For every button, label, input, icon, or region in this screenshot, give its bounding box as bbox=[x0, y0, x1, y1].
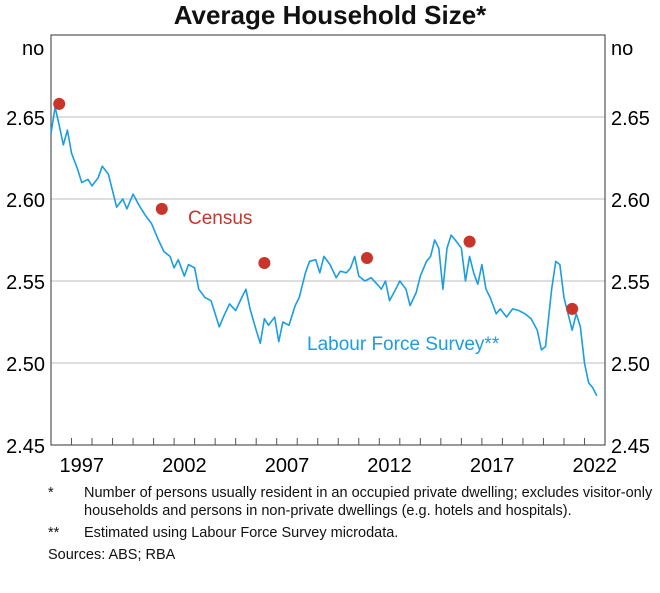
y-tick-label-right: 2.50 bbox=[611, 354, 650, 376]
lfs-label: Labour Force Survey** bbox=[307, 334, 500, 355]
footnote-1: * Number of persons usually resident in … bbox=[48, 484, 660, 520]
x-tick-label: 2007 bbox=[265, 455, 310, 477]
footnotes: * Number of persons usually resident in … bbox=[48, 484, 660, 564]
plot-frame bbox=[50, 34, 606, 446]
chart-title: Average Household Size* bbox=[173, 0, 487, 30]
y-tick-label-left: 2.60 bbox=[6, 190, 45, 212]
x-tick-label: 2002 bbox=[162, 455, 207, 477]
footnote-text: Estimated using Labour Force Survey micr… bbox=[84, 525, 399, 541]
y-unit-right: no bbox=[611, 38, 633, 60]
x-tick-label: 2012 bbox=[367, 455, 412, 477]
footnote-mark: ** bbox=[48, 525, 60, 541]
footnote-2: ** Estimated using Labour Force Survey m… bbox=[48, 524, 660, 542]
y-tick-label-right: 2.65 bbox=[611, 108, 650, 130]
y-unit-left: no bbox=[22, 38, 44, 60]
y-tick-label-left: 2.50 bbox=[6, 354, 45, 376]
census-point bbox=[360, 252, 373, 265]
y-tick-label-left: 2.45 bbox=[6, 436, 45, 458]
x-tick-label: 2017 bbox=[470, 455, 515, 477]
x-tick-label: 2022 bbox=[572, 455, 617, 477]
footnote-mark: * bbox=[48, 485, 54, 501]
y-tick-label-right: 2.45 bbox=[611, 436, 650, 458]
census-point bbox=[566, 302, 579, 315]
footnote-text: Number of persons usually resident in an… bbox=[84, 485, 653, 519]
census-point bbox=[258, 256, 271, 269]
household-size-chart: 2.45 2.45 2.50 2.50 2.55 2.55 2.60 2.60 2.65 2.65… bbox=[6, 34, 650, 477]
census-point bbox=[155, 202, 168, 215]
census-label: Census bbox=[188, 208, 252, 229]
y-tick-label-right: 2.55 bbox=[611, 272, 650, 294]
y-tick-label-left: 2.55 bbox=[6, 272, 45, 294]
lfs-line bbox=[50, 106, 598, 397]
y-tick-label-right: 2.60 bbox=[611, 190, 650, 212]
census-point bbox=[53, 97, 66, 110]
sources: Sources: ABS; RBA bbox=[48, 547, 176, 563]
x-tick-label: 1997 bbox=[60, 455, 105, 477]
y-tick-label-left: 2.65 bbox=[6, 108, 45, 130]
census-point bbox=[463, 235, 476, 248]
